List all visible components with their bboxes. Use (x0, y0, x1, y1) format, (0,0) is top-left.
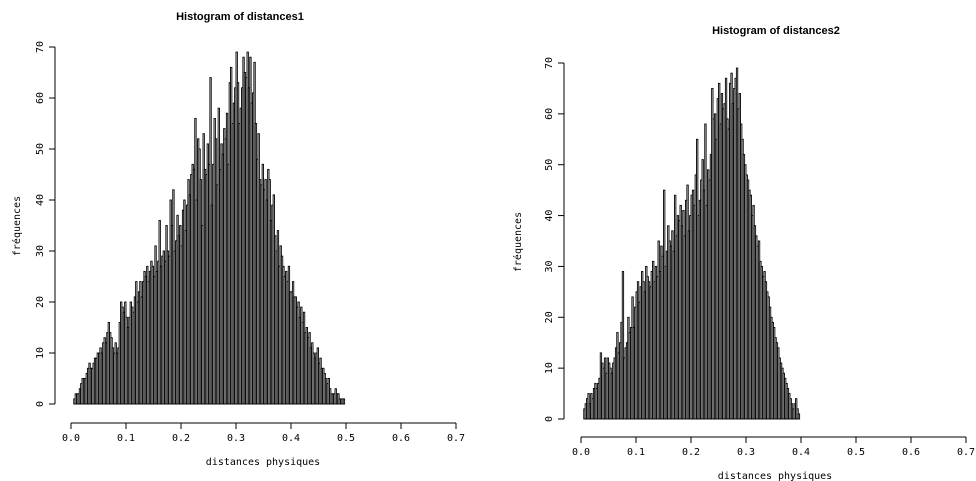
y-tick-label: 30 (544, 260, 555, 272)
bars-group (73, 51, 346, 405)
x-tick-label: 0.6 (392, 433, 410, 444)
chart-title: Histogram of distances2 (712, 25, 840, 37)
y-tick-label: 0 (35, 401, 46, 407)
x-tick-label: 0.2 (172, 433, 190, 444)
histogram-bar (342, 398, 346, 405)
x-tick-label: 0.3 (737, 447, 755, 458)
y-tick-label: 60 (544, 108, 555, 120)
y-tick-label: 40 (35, 194, 46, 206)
y-tick-label: 20 (35, 296, 46, 308)
histogram-bar (621, 271, 625, 420)
y-tick-label: 10 (544, 362, 555, 374)
axes-group: 0.0 0.1 0.2 0.3 0.4 0.5 0.6 0.7 0 10 20 30 40 50 60 70 (35, 41, 465, 444)
x-tick-label: 0.0 (62, 433, 80, 444)
x-axis-label: distances physiques (206, 457, 320, 468)
y-axis-label: fréquences (11, 196, 23, 256)
histogram-distances2: Histogram of distances2 distances physiq… (488, 0, 976, 481)
histogram-distances1: Histogram of distances1 distances physiq… (11, 11, 465, 468)
x-tick-label: 0.5 (337, 433, 355, 444)
x-tick-label: 0.4 (792, 447, 810, 458)
y-tick-label: 20 (544, 311, 555, 323)
y-tick-label: 30 (35, 245, 46, 257)
histogram-distances1-svg: Histogram of distances1 distances physiq… (11, 11, 465, 468)
x-tick-label: 0.4 (282, 433, 300, 444)
x-tick-label: 0.1 (117, 433, 135, 444)
chart-title: Histogram of distances1 (176, 11, 304, 23)
x-tick-label: 0.0 (572, 447, 590, 458)
y-tick-label: 0 (544, 416, 555, 422)
y-tick-label: 70 (544, 57, 555, 69)
x-tick-label: 0.7 (447, 433, 465, 444)
x-tick-label: 0.7 (957, 447, 975, 458)
y-tick-label: 60 (35, 92, 46, 104)
x-tick-label: 0.6 (902, 447, 920, 458)
y-tick-label: 50 (544, 159, 555, 171)
axes-group: 0.0 0.1 0.2 0.3 0.4 0.5 0.6 0.7 0 10 20 30 40 50 60 70 (544, 57, 975, 458)
x-axis-label: distances physiques (718, 471, 832, 481)
x-tick-label: 0.1 (627, 447, 645, 458)
x-tick-label: 0.2 (682, 447, 700, 458)
x-tick-label: 0.5 (847, 447, 865, 458)
y-tick-label: 40 (544, 210, 555, 222)
y-tick-label: 50 (35, 143, 46, 155)
x-tick-label: 0.3 (227, 433, 245, 444)
y-tick-label: 10 (35, 347, 46, 359)
histogram-bar (797, 413, 801, 420)
y-axis-label: fréquences (512, 212, 524, 272)
y-tick-label: 70 (35, 41, 46, 53)
histogram-distances2-svg: Histogram of distances2 distances physiq… (512, 25, 975, 481)
bars-group (583, 67, 801, 420)
